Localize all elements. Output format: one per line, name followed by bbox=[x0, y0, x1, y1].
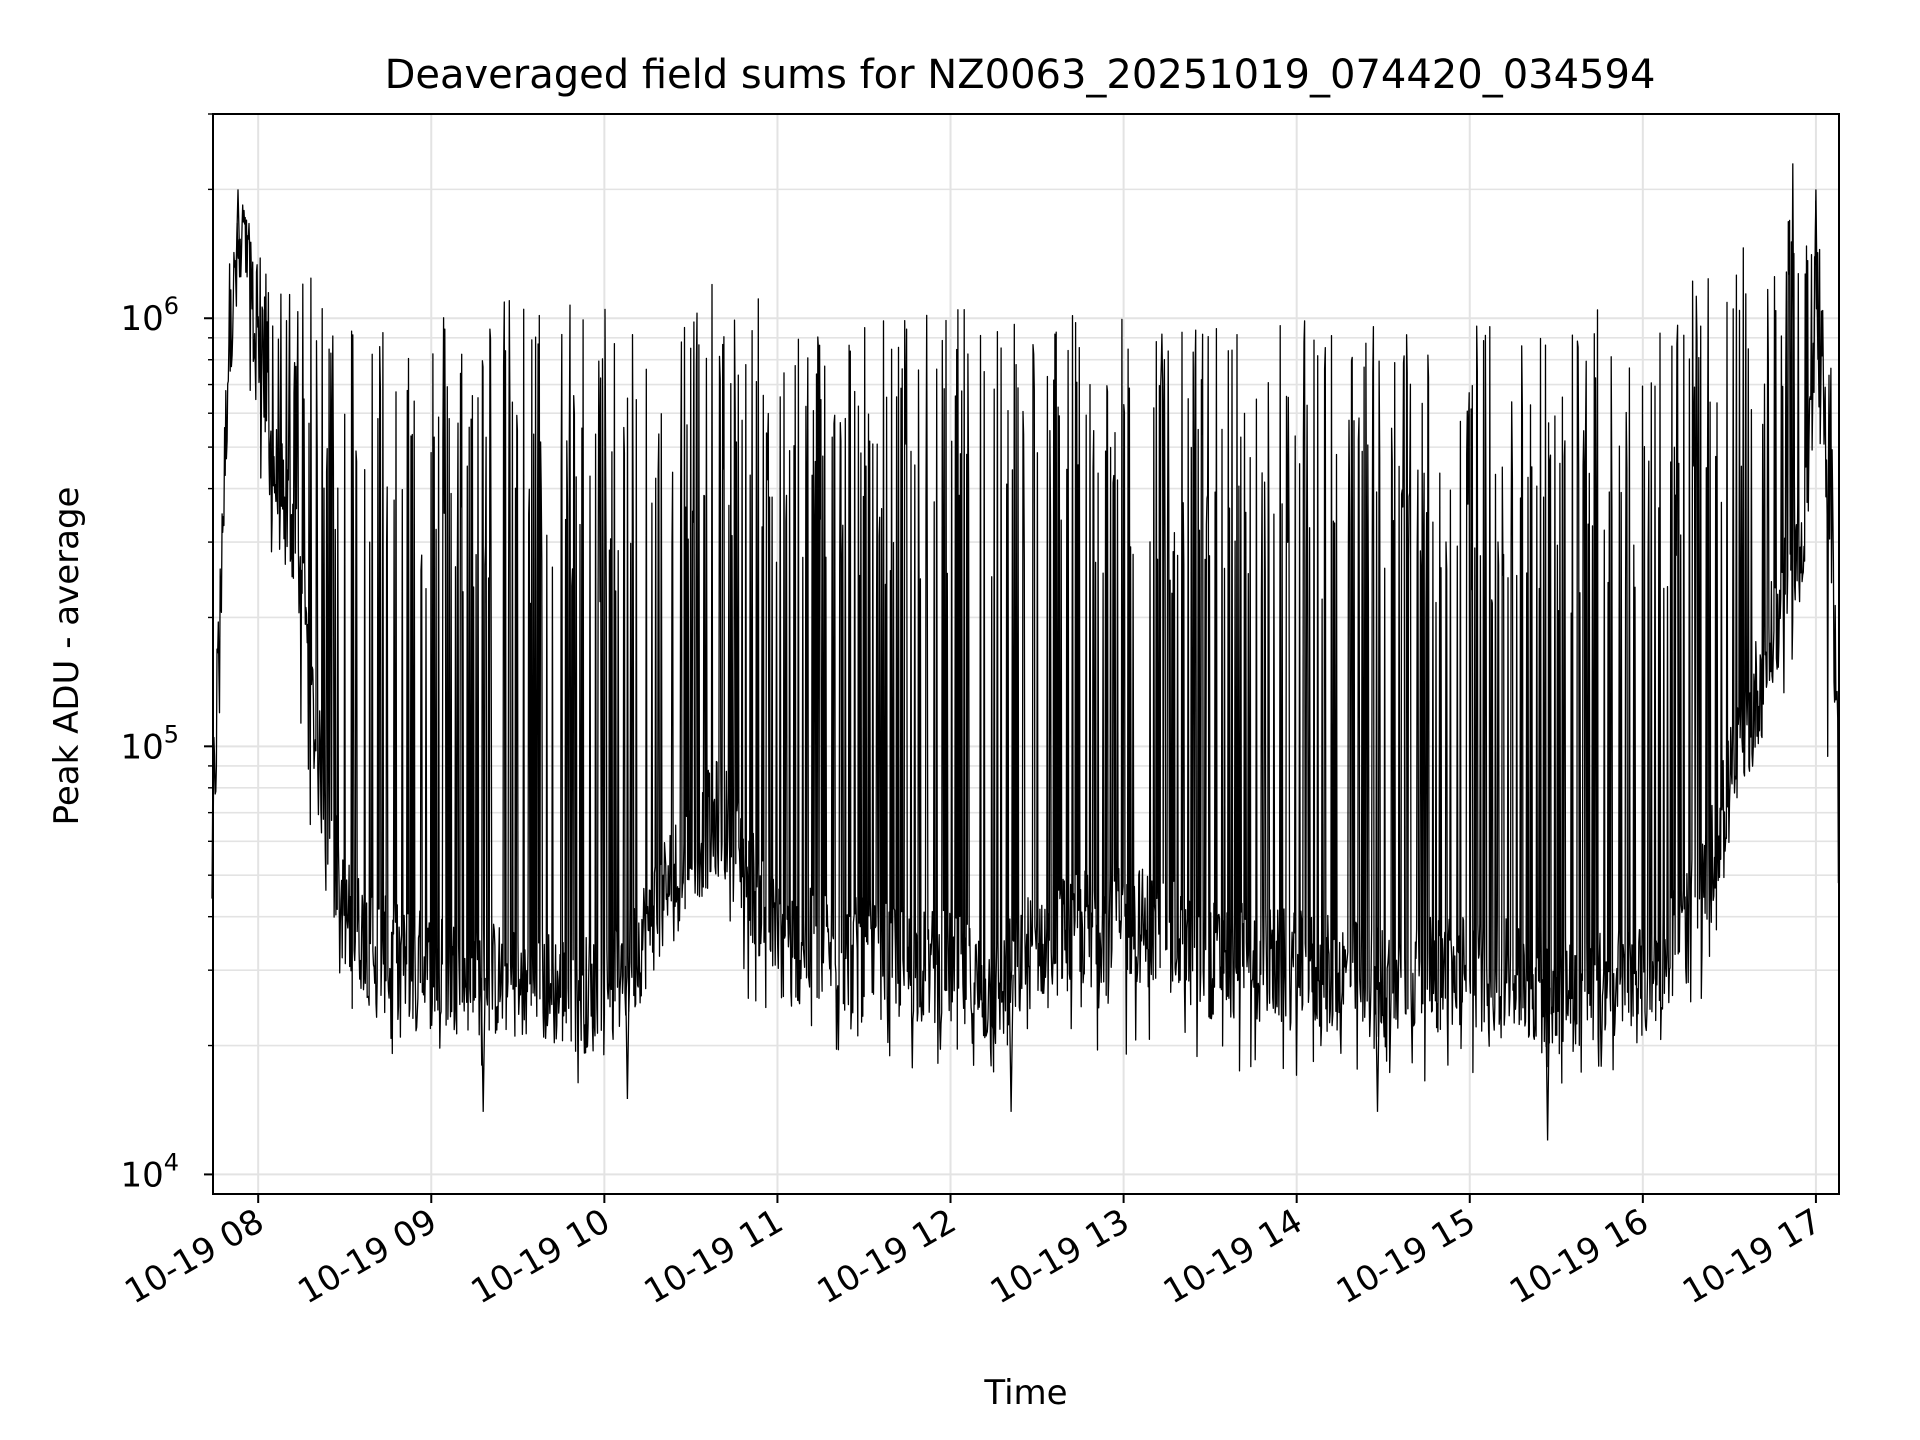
x-axis-label: Time bbox=[983, 1373, 1067, 1413]
series-spike bbox=[624, 965, 631, 1100]
y-tick-label: 105 bbox=[120, 720, 179, 767]
y-tick-label: 104 bbox=[120, 1148, 179, 1195]
y-axis-label: Peak ADU - average bbox=[47, 487, 87, 826]
series-spike bbox=[235, 189, 241, 274]
series-line bbox=[211, 200, 1840, 1084]
series-spike bbox=[1374, 982, 1381, 1112]
series-spike bbox=[1813, 189, 1819, 360]
series-spike bbox=[480, 977, 486, 1112]
plot-frame bbox=[212, 113, 1840, 1195]
chart-title: Deaveraged field sums for NZ0063_2025101… bbox=[385, 52, 1656, 98]
series-spike bbox=[1544, 987, 1551, 1141]
y-tick-label: 106 bbox=[120, 292, 179, 339]
y-axis: 104 105 106 bbox=[120, 113, 213, 1195]
series-spike bbox=[1790, 163, 1796, 571]
series-spike bbox=[1008, 974, 1014, 1112]
data-series bbox=[211, 163, 1840, 1141]
